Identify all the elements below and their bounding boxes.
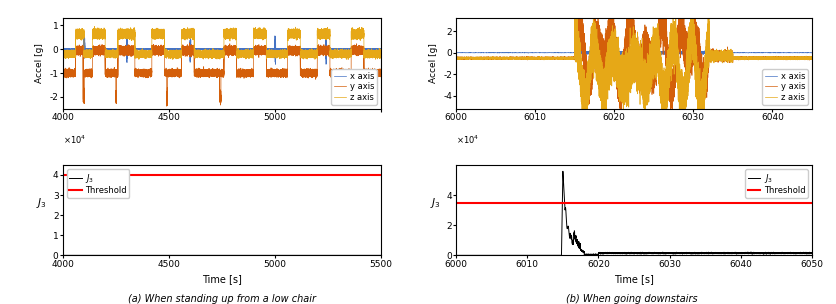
- z axis: [577, 127, 587, 131]
- x axis: [584, 49, 594, 53]
- y axis: [666, 113, 676, 116]
- y axis: [361, 72, 371, 75]
- Legend: $J_3$, Threshold: $J_3$, Threshold: [67, 169, 130, 198]
- Y-axis label: $J_3$: $J_3$: [429, 196, 440, 210]
- y axis: [665, 80, 675, 84]
- $J_3$: [361, 254, 371, 257]
- z axis: [477, 57, 487, 60]
- x axis: [451, 51, 461, 54]
- X-axis label: Time [s]: Time [s]: [201, 274, 242, 284]
- x axis: [743, 51, 753, 54]
- x axis: [135, 47, 145, 51]
- Line: x axis: x axis: [63, 33, 380, 64]
- $J_3$: [644, 251, 654, 255]
- Line: y axis: y axis: [456, 0, 836, 115]
- $J_3$: [138, 254, 148, 257]
- y axis: [87, 72, 97, 76]
- y axis: [161, 104, 171, 108]
- y axis: [451, 56, 461, 60]
- z axis: [62, 52, 72, 56]
- x axis: [578, 53, 588, 57]
- x axis: [79, 32, 89, 35]
- z axis: [687, 6, 697, 10]
- y axis: [155, 47, 166, 50]
- $J_3$: [135, 254, 145, 257]
- y axis: [546, 57, 556, 60]
- x axis: [688, 50, 698, 54]
- z axis: [451, 56, 461, 60]
- z axis: [89, 25, 99, 28]
- Text: (a) When standing up from a low chair: (a) When standing up from a low chair: [128, 295, 315, 304]
- x axis: [665, 51, 675, 55]
- Text: $\times10^4$: $\times10^4$: [456, 134, 479, 147]
- z axis: [546, 56, 556, 60]
- z axis: [155, 33, 166, 36]
- y axis: [477, 56, 487, 60]
- x axis: [477, 51, 487, 54]
- $J_3$: [375, 254, 385, 257]
- $J_3$: [62, 254, 72, 257]
- y axis: [184, 41, 194, 45]
- z axis: [602, 73, 612, 76]
- x axis: [361, 48, 371, 52]
- Legend: $J_3$, Threshold: $J_3$, Threshold: [744, 169, 807, 198]
- z axis: [361, 54, 371, 58]
- z axis: [743, 56, 753, 60]
- Line: $J_3$: $J_3$: [456, 171, 811, 255]
- x axis: [546, 51, 556, 54]
- $J_3$: [558, 169, 568, 173]
- x axis: [58, 47, 68, 51]
- $J_3$: [587, 253, 597, 256]
- x axis: [155, 47, 166, 51]
- z axis: [688, 40, 698, 44]
- z axis: [665, 54, 675, 57]
- y axis: [688, 36, 698, 39]
- z axis: [135, 53, 145, 56]
- X-axis label: Time [s]: Time [s]: [614, 274, 653, 284]
- y axis: [58, 73, 68, 76]
- y axis: [135, 72, 145, 76]
- x axis: [602, 51, 612, 55]
- y axis: [62, 70, 72, 74]
- z axis: [375, 50, 385, 54]
- y axis: [375, 71, 385, 75]
- Line: y axis: y axis: [63, 43, 380, 106]
- Y-axis label: Accel [g]: Accel [g]: [35, 43, 44, 83]
- $J_3$: [87, 254, 97, 257]
- x axis: [62, 47, 72, 51]
- y axis: [602, 39, 612, 43]
- $J_3$: [475, 254, 485, 257]
- Legend: x axis, y axis, z axis: x axis, y axis, z axis: [331, 69, 376, 105]
- y axis: [138, 73, 148, 77]
- y axis: [743, 56, 753, 60]
- z axis: [87, 54, 97, 58]
- x axis: [138, 47, 148, 51]
- x axis: [375, 47, 385, 51]
- z axis: [343, 58, 353, 61]
- $J_3$: [665, 251, 675, 254]
- Line: z axis: z axis: [63, 26, 380, 60]
- $J_3$: [58, 254, 68, 257]
- Text: $\times10^4$: $\times10^4$: [63, 134, 86, 147]
- Text: (b) When going downstairs: (b) When going downstairs: [565, 295, 697, 304]
- $J_3$: [451, 254, 461, 257]
- z axis: [58, 52, 68, 56]
- $J_3$: [806, 252, 816, 255]
- Line: x axis: x axis: [456, 51, 836, 55]
- x axis: [87, 47, 97, 51]
- Y-axis label: Accel [g]: Accel [g]: [428, 43, 437, 83]
- z axis: [138, 52, 148, 56]
- Y-axis label: $J_3$: $J_3$: [36, 196, 47, 210]
- Legend: x axis, y axis, z axis: x axis, y axis, z axis: [762, 69, 807, 105]
- x axis: [270, 63, 280, 66]
- $J_3$: [536, 254, 546, 257]
- Line: z axis: z axis: [456, 8, 836, 129]
- $J_3$: [714, 251, 724, 255]
- $J_3$: [155, 254, 166, 257]
